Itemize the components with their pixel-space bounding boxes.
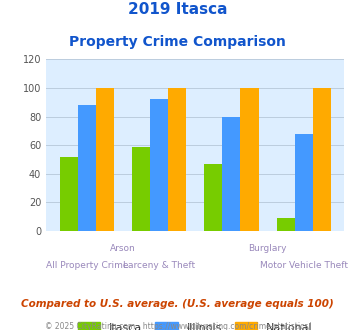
Text: Larceny & Theft: Larceny & Theft (123, 261, 195, 270)
Bar (240, 88, 258, 231)
Text: Motor Vehicle Theft: Motor Vehicle Theft (260, 261, 348, 270)
Bar (277, 218, 295, 231)
Bar (78, 105, 96, 231)
Text: © 2025 CityRating.com - https://www.cityrating.com/crime-statistics/: © 2025 CityRating.com - https://www.city… (45, 322, 310, 330)
Text: 2019 Itasca: 2019 Itasca (128, 2, 227, 16)
Bar (150, 99, 168, 231)
Bar (60, 157, 78, 231)
Text: Compared to U.S. average. (U.S. average equals 100): Compared to U.S. average. (U.S. average … (21, 299, 334, 309)
Bar (96, 88, 114, 231)
Bar (204, 164, 222, 231)
Text: All Property Crime: All Property Crime (45, 261, 128, 270)
Bar (132, 147, 150, 231)
Bar (222, 116, 240, 231)
Bar (168, 88, 186, 231)
Text: Arson: Arson (110, 244, 136, 253)
Bar (295, 134, 313, 231)
Text: Burglary: Burglary (248, 244, 287, 253)
Legend: Itasca, Illinois, National: Itasca, Illinois, National (73, 317, 317, 330)
Bar (313, 88, 331, 231)
Text: Property Crime Comparison: Property Crime Comparison (69, 36, 286, 50)
